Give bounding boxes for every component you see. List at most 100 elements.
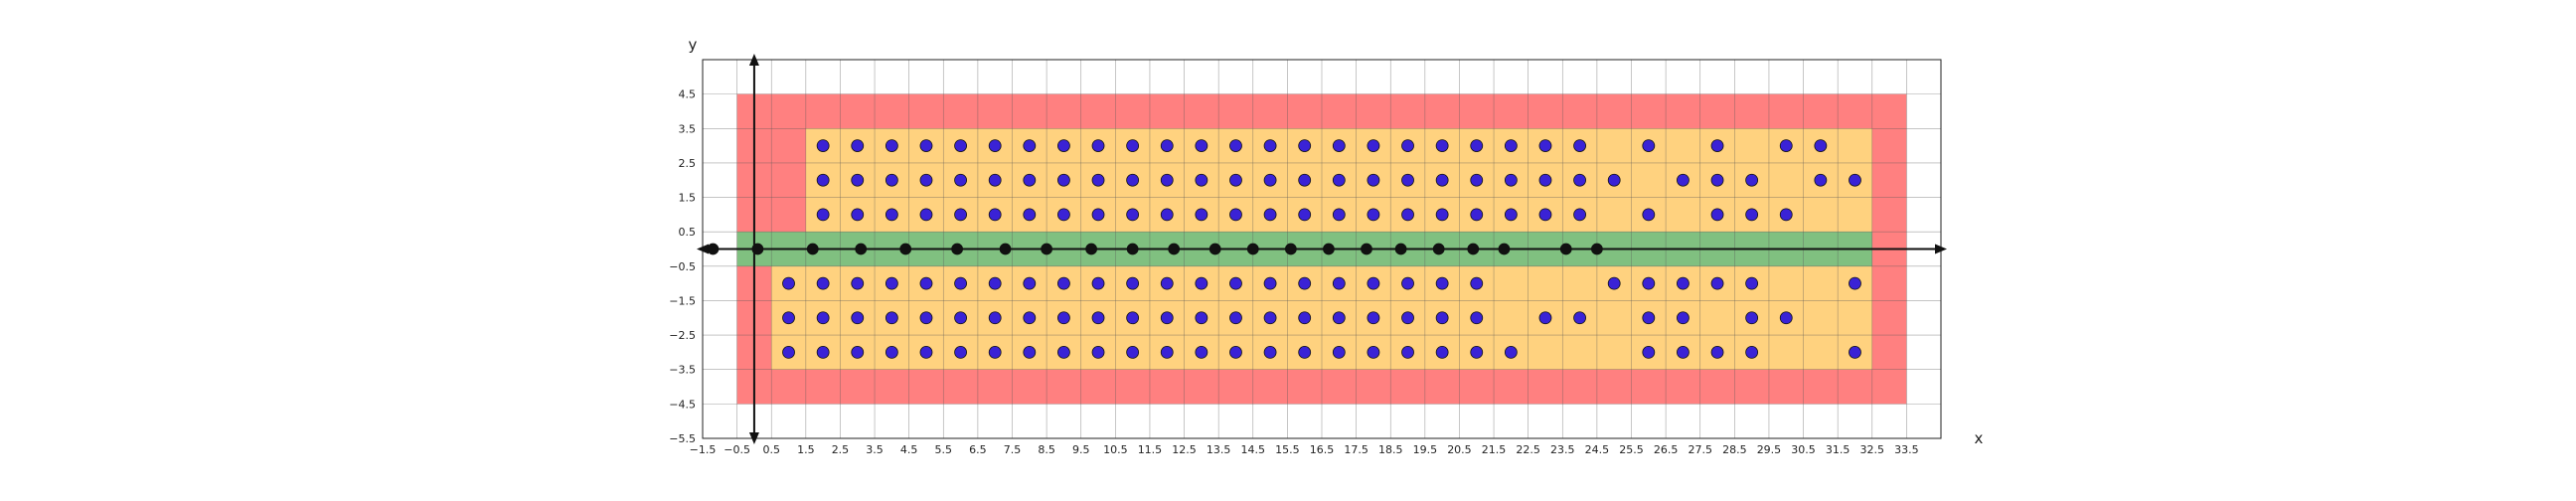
scatter-point-blue xyxy=(1160,311,1174,325)
scatter-point-blue xyxy=(919,173,933,187)
scatter-point-blue xyxy=(1023,276,1037,290)
scatter-point-blue xyxy=(919,346,933,359)
scatter-point-blue xyxy=(1401,139,1414,152)
x-tick-label: 11.5 xyxy=(1138,443,1163,456)
x-tick-label: 19.5 xyxy=(1413,443,1438,456)
y-tick-label: −2.5 xyxy=(669,329,696,342)
scatter-point-blue xyxy=(1470,276,1484,290)
x-tick-label: 18.5 xyxy=(1378,443,1403,456)
scatter-point-blue xyxy=(816,208,830,222)
scatter-point-blue xyxy=(885,346,898,359)
scatter-point-black xyxy=(1284,243,1297,255)
scatter-point-black xyxy=(1041,243,1053,255)
scatter-point-blue xyxy=(885,311,898,325)
scatter-point-blue xyxy=(1538,173,1552,187)
scatter-point-blue xyxy=(1710,346,1724,359)
scatter-point-blue xyxy=(919,276,933,290)
scatter-point-blue xyxy=(1607,173,1621,187)
y-tick-label: −0.5 xyxy=(669,260,696,273)
x-tick-label: 7.5 xyxy=(1004,443,1022,456)
scatter-point-blue xyxy=(1470,346,1484,359)
y-tick-label: −5.5 xyxy=(669,432,696,445)
scatter-point-blue xyxy=(1057,311,1070,325)
scatter-point-blue xyxy=(1126,139,1140,152)
scatter-point-blue xyxy=(1126,173,1140,187)
scatter-point-blue xyxy=(1195,173,1208,187)
scatter-point-blue xyxy=(1332,276,1346,290)
scatter-point-blue xyxy=(1401,276,1414,290)
x-tick-label: 27.5 xyxy=(1688,443,1712,456)
scatter-point-blue xyxy=(1642,276,1656,290)
x-axis-arrow-right xyxy=(1935,244,1947,254)
scatter-point-blue xyxy=(1332,311,1346,325)
scatter-point-blue xyxy=(1642,346,1656,359)
scatter-point-blue xyxy=(1332,139,1346,152)
scatter-point-blue xyxy=(1367,173,1380,187)
scatter-point-blue xyxy=(885,139,898,152)
scatter-point-blue xyxy=(1023,311,1037,325)
scatter-point-blue xyxy=(1710,276,1724,290)
scatter-point-blue xyxy=(1091,346,1105,359)
x-tick-label: 0.5 xyxy=(762,443,780,456)
x-tick-label: 31.5 xyxy=(1826,443,1851,456)
scatter-point-blue xyxy=(1023,208,1037,222)
x-tick-label: 1.5 xyxy=(797,443,815,456)
scatter-point-blue xyxy=(988,311,1002,325)
scatter-point-blue xyxy=(1779,208,1793,222)
scatter-point-black xyxy=(1208,243,1221,255)
scatter-point-blue xyxy=(954,346,967,359)
scatter-point-blue xyxy=(1126,311,1140,325)
x-tick-label: 23.5 xyxy=(1550,443,1575,456)
scatter-point-blue xyxy=(1607,276,1621,290)
scatter-point-blue xyxy=(1160,139,1174,152)
scatter-point-black xyxy=(1168,243,1181,255)
scatter-point-black xyxy=(951,243,964,255)
x-tick-label: 17.5 xyxy=(1344,443,1368,456)
scatter-point-blue xyxy=(919,139,933,152)
scatter-point-blue xyxy=(1195,311,1208,325)
scatter-point-blue xyxy=(1160,346,1174,359)
x-tick-label: 16.5 xyxy=(1310,443,1335,456)
scatter-point-blue xyxy=(988,139,1002,152)
scatter-point-blue xyxy=(816,173,830,187)
scatter-point-blue xyxy=(885,208,898,222)
scatter-point-blue xyxy=(1710,139,1724,152)
scatter-point-blue xyxy=(1057,346,1070,359)
scatter-point-blue xyxy=(1195,276,1208,290)
scatter-point-blue xyxy=(1573,173,1586,187)
scatter-point-black xyxy=(1361,243,1372,255)
scatter-point-blue xyxy=(1057,139,1070,152)
scatter-point-blue xyxy=(1677,173,1690,187)
scatter-point-blue xyxy=(1298,173,1312,187)
scatter-point-blue xyxy=(851,139,865,152)
x-tick-label: 21.5 xyxy=(1482,443,1507,456)
scatter-point-blue xyxy=(816,276,830,290)
x-tick-label: 30.5 xyxy=(1791,443,1816,456)
scatter-point-blue xyxy=(1195,346,1208,359)
scatter-point-blue xyxy=(1367,276,1380,290)
scatter-point-blue xyxy=(1298,208,1312,222)
scatter-point-blue xyxy=(1023,139,1037,152)
scatter-point-blue xyxy=(1435,311,1449,325)
x-tick-label: 14.5 xyxy=(1241,443,1266,456)
x-tick-label: 12.5 xyxy=(1172,443,1197,456)
x-tick-label: 20.5 xyxy=(1447,443,1472,456)
scatter-point-blue xyxy=(1470,139,1484,152)
y-axis-arrow-up xyxy=(748,54,759,66)
scatter-point-blue xyxy=(1023,173,1037,187)
scatter-point-blue xyxy=(1023,346,1037,359)
scatter-point-blue xyxy=(1298,311,1312,325)
scatter-point-blue xyxy=(954,311,967,325)
scatter-point-blue xyxy=(885,173,898,187)
scatter-point-blue xyxy=(1195,208,1208,222)
x-tick-label: 24.5 xyxy=(1585,443,1610,456)
x-tick-label: 8.5 xyxy=(1038,443,1055,456)
scatter-point-blue xyxy=(851,346,865,359)
x-tick-label: 32.5 xyxy=(1860,443,1885,456)
scatter-point-blue xyxy=(1332,346,1346,359)
scatter-point-blue xyxy=(1091,139,1105,152)
scatter-point-blue xyxy=(1298,139,1312,152)
scatter-point-blue xyxy=(1573,208,1586,222)
scatter-point-blue xyxy=(1642,311,1656,325)
